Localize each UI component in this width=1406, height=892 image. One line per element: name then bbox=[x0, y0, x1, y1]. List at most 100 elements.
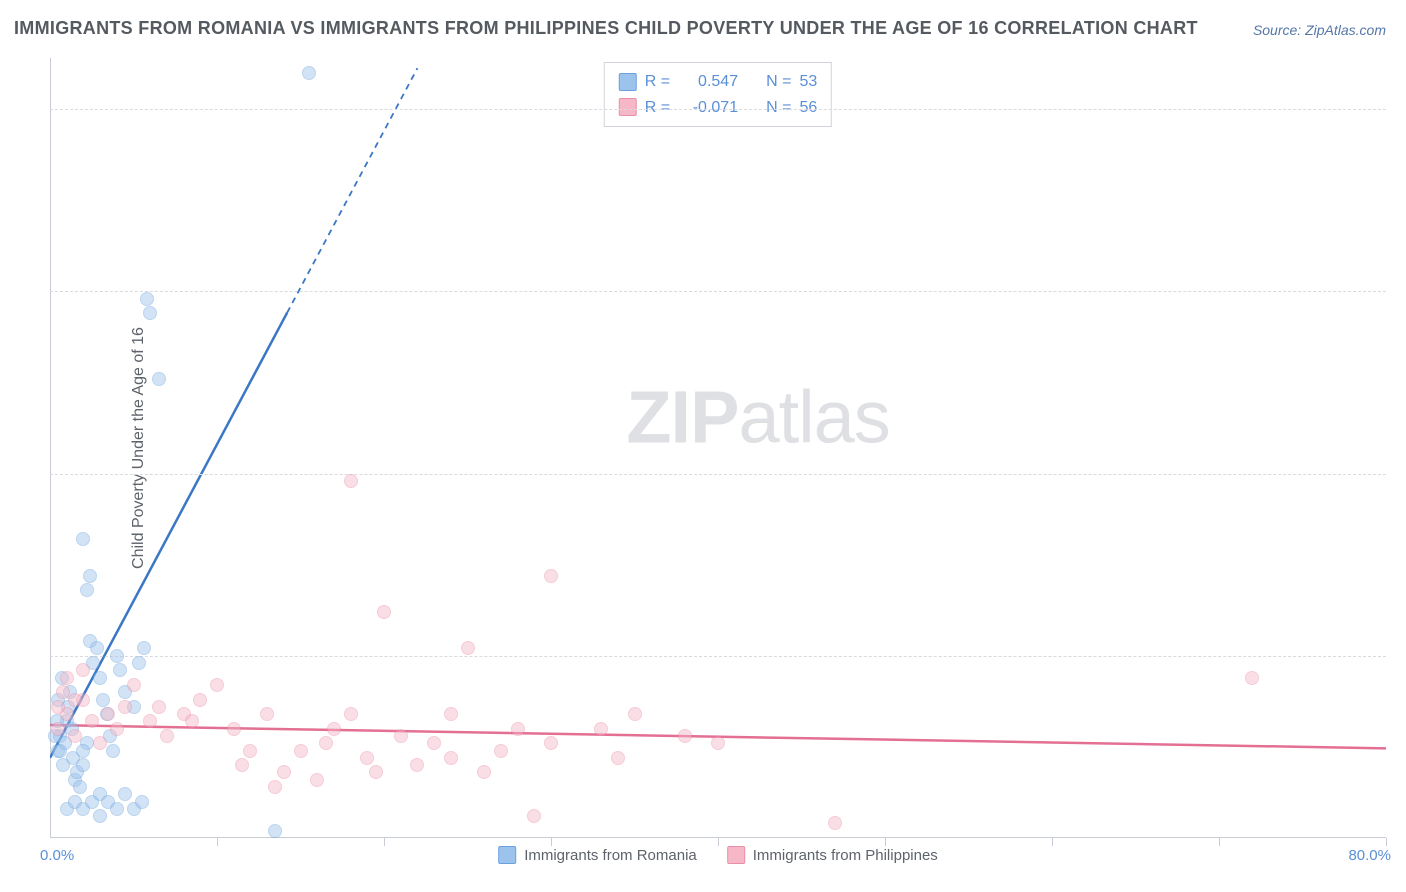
data-point bbox=[611, 751, 625, 765]
source-label: Source: ZipAtlas.com bbox=[1253, 22, 1386, 38]
data-point bbox=[83, 569, 97, 583]
data-point bbox=[394, 729, 408, 743]
data-point bbox=[444, 707, 458, 721]
x-tick bbox=[384, 838, 385, 846]
r-value: 0.547 bbox=[678, 69, 738, 95]
data-point bbox=[227, 722, 241, 736]
data-point bbox=[185, 714, 199, 728]
x-tick bbox=[718, 838, 719, 846]
data-point bbox=[327, 722, 341, 736]
x-tick bbox=[551, 838, 552, 846]
data-point bbox=[85, 714, 99, 728]
data-point bbox=[193, 693, 207, 707]
data-point bbox=[53, 744, 67, 758]
grid-line bbox=[50, 656, 1386, 657]
legend-item: Immigrants from Philippines bbox=[727, 846, 938, 864]
legend-stats-box: R =0.547N = 53R =-0.071N = 56 bbox=[604, 62, 832, 127]
data-point bbox=[268, 824, 282, 838]
data-point bbox=[444, 751, 458, 765]
data-point bbox=[143, 306, 157, 320]
y-tick-label: 50.0% bbox=[1396, 465, 1406, 482]
data-point bbox=[427, 736, 441, 750]
data-point bbox=[268, 780, 282, 794]
n-value: 56 bbox=[799, 95, 817, 121]
legend-stats-row: R =0.547N = 53 bbox=[619, 69, 817, 95]
data-point bbox=[210, 678, 224, 692]
data-point bbox=[110, 802, 124, 816]
watermark: ZIPatlas bbox=[626, 374, 889, 459]
x-tick bbox=[885, 838, 886, 846]
data-point bbox=[461, 641, 475, 655]
x-axis-min-label: 0.0% bbox=[40, 847, 74, 864]
data-point bbox=[93, 671, 107, 685]
chart-title: IMMIGRANTS FROM ROMANIA VS IMMIGRANTS FR… bbox=[14, 18, 1198, 39]
data-point bbox=[544, 569, 558, 583]
data-point bbox=[93, 736, 107, 750]
data-point bbox=[527, 809, 541, 823]
r-label: R = bbox=[645, 69, 670, 95]
data-point bbox=[56, 685, 70, 699]
data-point bbox=[76, 663, 90, 677]
data-point bbox=[135, 795, 149, 809]
data-point bbox=[127, 678, 141, 692]
data-point bbox=[101, 707, 115, 721]
x-tick bbox=[217, 838, 218, 846]
data-point bbox=[90, 641, 104, 655]
y-tick-label: 75.0% bbox=[1396, 283, 1406, 300]
data-point bbox=[377, 605, 391, 619]
data-point bbox=[113, 663, 127, 677]
data-point bbox=[544, 736, 558, 750]
data-point bbox=[1245, 671, 1259, 685]
data-point bbox=[80, 583, 94, 597]
r-value: -0.071 bbox=[678, 95, 738, 121]
data-point bbox=[132, 656, 146, 670]
x-tick bbox=[1052, 838, 1053, 846]
n-label: N = bbox=[766, 95, 791, 121]
x-axis-max-label: 80.0% bbox=[1348, 847, 1391, 864]
chart-area: Child Poverty Under the Age of 16 ZIPatl… bbox=[50, 58, 1386, 838]
data-point bbox=[828, 816, 842, 830]
watermark-light: atlas bbox=[738, 375, 889, 458]
data-point bbox=[477, 765, 491, 779]
data-point bbox=[494, 744, 508, 758]
y-tick-label: 100.0% bbox=[1396, 101, 1406, 118]
data-point bbox=[76, 758, 90, 772]
data-point bbox=[711, 736, 725, 750]
data-point bbox=[143, 714, 157, 728]
watermark-bold: ZIP bbox=[626, 375, 738, 458]
data-point bbox=[76, 744, 90, 758]
data-point bbox=[235, 758, 249, 772]
data-point bbox=[140, 292, 154, 306]
data-point bbox=[344, 474, 358, 488]
data-point bbox=[628, 707, 642, 721]
data-point bbox=[68, 729, 82, 743]
data-point bbox=[360, 751, 374, 765]
data-point bbox=[60, 671, 74, 685]
data-point bbox=[678, 729, 692, 743]
data-point bbox=[410, 758, 424, 772]
data-point bbox=[511, 722, 525, 736]
data-point bbox=[96, 693, 110, 707]
x-tick bbox=[1219, 838, 1220, 846]
data-point bbox=[594, 722, 608, 736]
legend-stats-row: R =-0.071N = 56 bbox=[619, 95, 817, 121]
data-point bbox=[160, 729, 174, 743]
data-point bbox=[310, 773, 324, 787]
data-point bbox=[110, 722, 124, 736]
legend-swatch bbox=[727, 846, 745, 864]
data-point bbox=[319, 736, 333, 750]
data-point bbox=[152, 700, 166, 714]
data-point bbox=[118, 700, 132, 714]
data-point bbox=[118, 787, 132, 801]
legend-bottom: Immigrants from RomaniaImmigrants from P… bbox=[498, 846, 938, 864]
data-point bbox=[110, 649, 124, 663]
data-point bbox=[344, 707, 358, 721]
data-point bbox=[68, 693, 82, 707]
data-point bbox=[302, 66, 316, 80]
grid-line bbox=[50, 109, 1386, 110]
legend-swatch bbox=[498, 846, 516, 864]
data-point bbox=[369, 765, 383, 779]
regression-lines bbox=[50, 58, 1386, 838]
grid-line bbox=[50, 291, 1386, 292]
x-tick bbox=[1386, 838, 1387, 846]
